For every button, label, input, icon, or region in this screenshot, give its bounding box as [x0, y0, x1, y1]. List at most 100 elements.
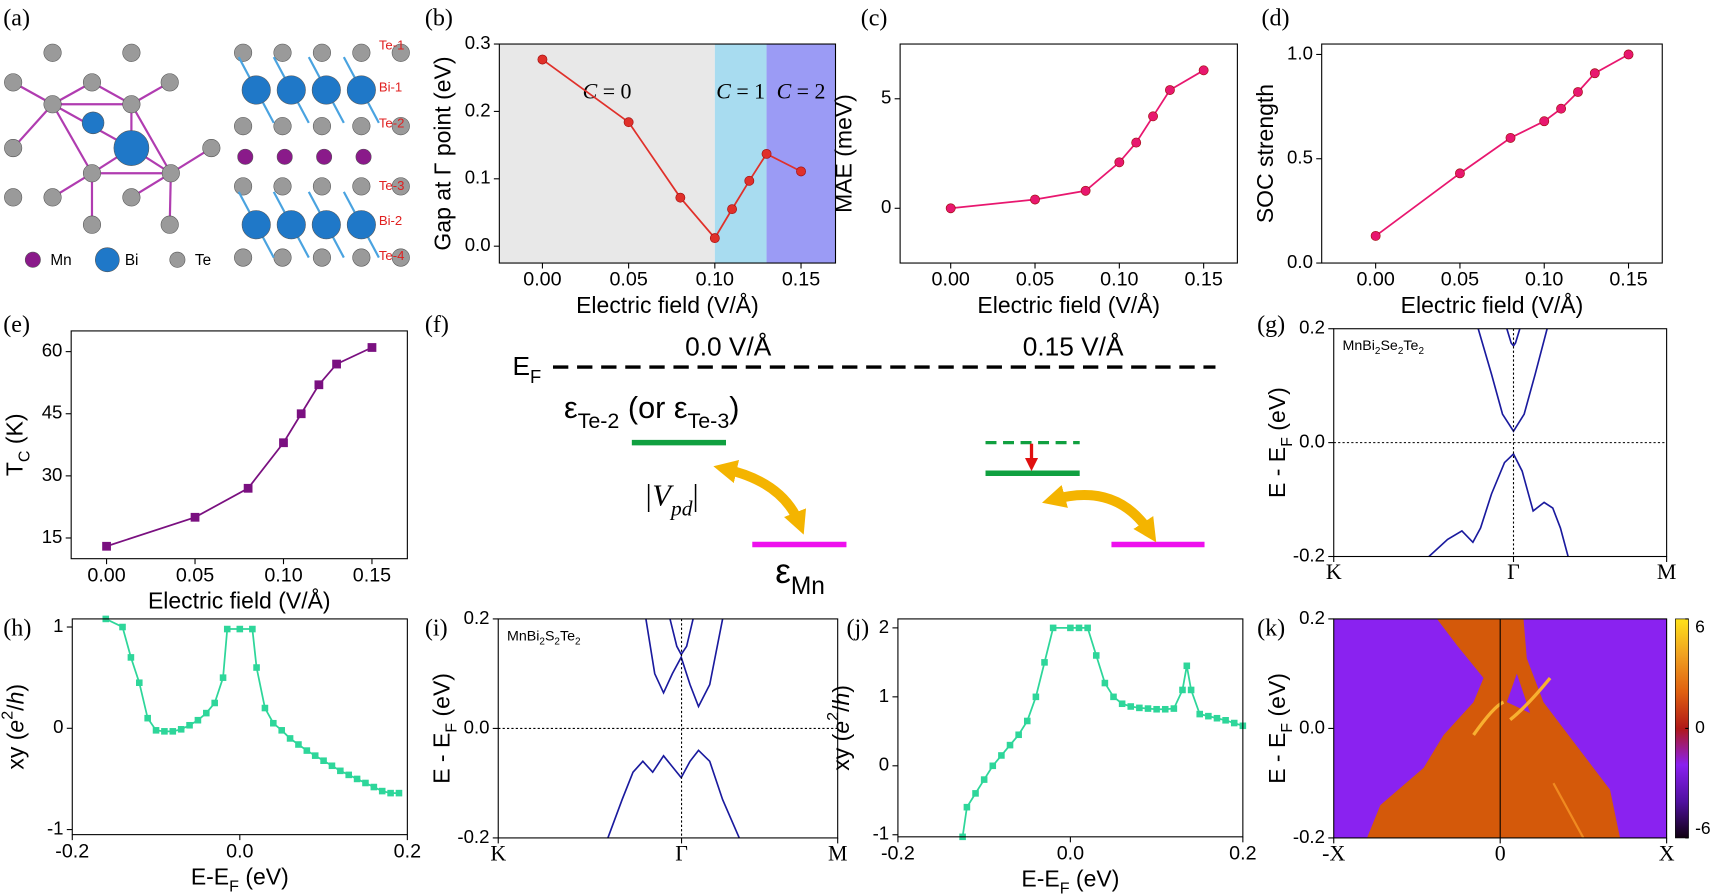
panel-label: (k) — [1257, 615, 1285, 641]
text-part: 2 — [554, 637, 560, 648]
region-label: C = 2 — [777, 78, 826, 103]
atom — [43, 188, 62, 207]
atom — [276, 75, 306, 105]
atom — [160, 215, 179, 234]
data-marker — [709, 233, 720, 244]
field-label: 0.15 V/Å — [1023, 331, 1124, 361]
y-tick-label: 2 — [879, 616, 889, 637]
band-line — [607, 749, 741, 839]
data-marker — [1032, 693, 1040, 701]
atom — [391, 117, 410, 136]
chart-panel: (e) 0.00 0.05 0.10 0.15 15 30 45 60 Electric fiel… — [2, 312, 408, 614]
atom — [234, 248, 253, 267]
text-part: ) — [3, 684, 29, 692]
atom — [355, 148, 372, 165]
data-marker — [102, 541, 111, 551]
text-part: C — [777, 78, 792, 103]
plot-frame — [71, 618, 408, 836]
atom — [43, 43, 62, 62]
y-axis-label: E - EF (eV) — [429, 673, 461, 784]
chart-label: MnBi2S2Te2 — [507, 628, 581, 647]
y-tick-label: 0.0 — [465, 234, 491, 255]
data-marker — [203, 709, 210, 717]
data-marker — [296, 409, 306, 419]
y-tick-label: 1 — [53, 615, 63, 636]
y-tick-label: 0 — [881, 196, 891, 217]
y-tick-label: 0 — [879, 754, 889, 775]
x-tick-label: M — [1657, 559, 1676, 584]
data-line — [106, 346, 373, 548]
data-marker — [1539, 116, 1550, 127]
y-tick-label: -1 — [873, 823, 890, 844]
x-axis-label: E-EF (eV) — [191, 864, 289, 894]
text-part: 2 — [539, 637, 545, 648]
text-part: E - E — [1264, 733, 1290, 784]
data-marker — [1198, 65, 1209, 76]
bond — [130, 103, 172, 174]
panel-label: (d) — [1261, 5, 1289, 31]
data-marker — [219, 674, 227, 681]
atom — [82, 164, 102, 183]
text-part: (eV) — [429, 673, 455, 723]
text-part: 2 — [1375, 346, 1381, 357]
data-marker — [1196, 710, 1204, 718]
data-line — [541, 58, 802, 240]
atom — [161, 164, 180, 183]
legend-label: Bi — [125, 252, 139, 269]
panel-label: (h) — [3, 615, 31, 641]
layer-label: Te-3 — [379, 178, 405, 193]
text-part: Te-2 — [578, 408, 620, 432]
atom — [273, 43, 292, 62]
band-line — [645, 618, 724, 709]
colorbar-tick-label: 0 — [1695, 717, 1705, 737]
y-axis-label: MAE (meV) — [830, 94, 856, 213]
text-part: (eV) — [1264, 387, 1290, 437]
region-label: C = 1 — [716, 78, 765, 103]
edge-state — [1552, 782, 1585, 839]
data-marker — [332, 359, 341, 369]
gap-region — [1506, 673, 1531, 714]
x-tick-label: 0.00 — [523, 269, 561, 291]
data-marker — [980, 776, 988, 783]
x-tick-label: 0.0 — [226, 840, 253, 862]
legend-label: Te — [195, 252, 211, 269]
te-level-label: εTe-2 (or εTe-3) — [564, 391, 740, 433]
atom — [241, 75, 271, 105]
data-marker — [1127, 703, 1135, 710]
data-line — [961, 627, 1244, 837]
atom — [312, 177, 331, 196]
data-marker — [169, 728, 177, 735]
text-part: |V — [644, 478, 674, 512]
y-tick-label: 30 — [42, 464, 63, 485]
chart-panel: (d) 0.00 0.05 0.10 0.15 0.0 0.5 1.0 Electric fie… — [1252, 5, 1663, 318]
atom — [234, 177, 253, 196]
x-tick-label: K — [490, 840, 506, 865]
data-marker — [345, 771, 352, 779]
data-marker — [1118, 700, 1126, 708]
region — [766, 44, 836, 264]
bond — [12, 103, 54, 149]
layer-label: Te-4 — [379, 248, 405, 263]
data-marker — [194, 716, 202, 724]
data-marker — [675, 192, 686, 203]
y-tick-label: 0.2 — [464, 607, 490, 628]
x-tick-label: Γ — [1507, 559, 1520, 584]
text-part: = 1 — [731, 78, 765, 103]
data-marker — [395, 789, 403, 797]
data-marker — [243, 483, 253, 493]
layer-label: Bi-2 — [379, 213, 402, 228]
x-tick-label: M — [828, 840, 847, 865]
data-marker — [367, 343, 377, 352]
x-tick-label: 0.10 — [264, 564, 302, 586]
layer-label: Te-1 — [379, 38, 405, 53]
x-tick-label: 0.15 — [1184, 269, 1222, 291]
data-line — [950, 69, 1205, 210]
atom — [346, 75, 376, 105]
y-axis-label: SOC strength — [1252, 84, 1278, 223]
data-marker — [1006, 741, 1014, 749]
atom — [273, 117, 292, 136]
data-marker — [1230, 719, 1238, 727]
